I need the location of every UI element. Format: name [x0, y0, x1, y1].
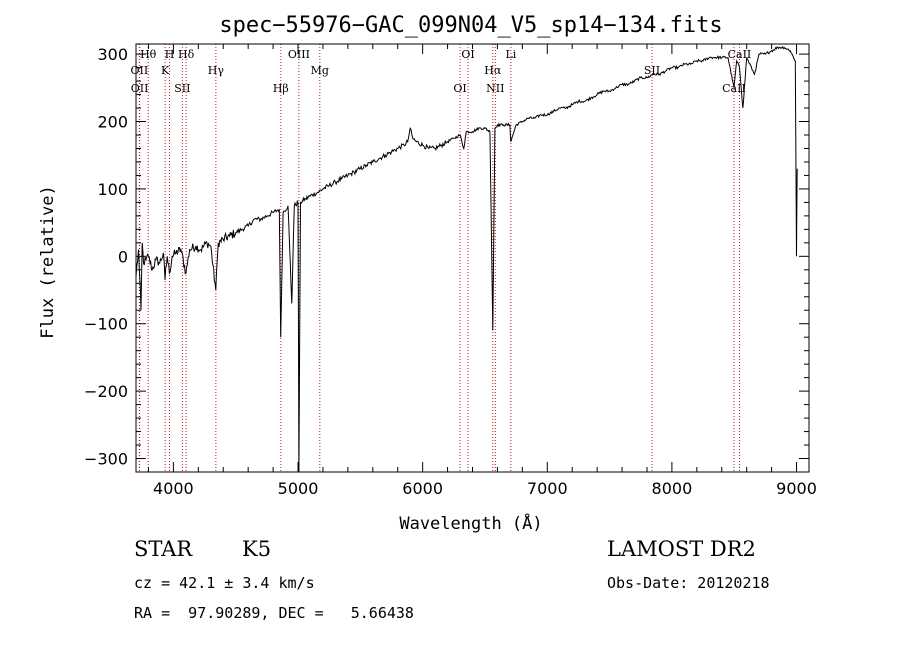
- spectral-line-label: H: [165, 48, 175, 61]
- y-tick-label: 100: [97, 180, 128, 199]
- y-tick-label: −200: [84, 382, 128, 401]
- observation-date: Obs-Date: 20120218: [607, 574, 770, 592]
- ra-dec-coordinates: RA = 97.90289, DEC = 5.66438: [134, 604, 414, 622]
- spectral-line-label: Mg: [311, 64, 329, 77]
- x-tick-label: 6000: [402, 479, 443, 498]
- spectral-line-label: Hγ: [208, 64, 225, 77]
- spectral-line-label: OI: [453, 82, 466, 95]
- y-tick-label: −300: [84, 450, 128, 469]
- survey-name: LAMOST DR2: [607, 537, 756, 561]
- spectral-line-label: NII: [486, 82, 504, 95]
- object-class: STAR: [134, 537, 193, 561]
- x-axis-label: Wavelength (Å): [399, 512, 542, 534]
- spectral-line-label: Hθ: [140, 48, 157, 61]
- spectral-line-label: OI: [461, 48, 474, 61]
- x-tick-label: 5000: [278, 479, 319, 498]
- y-tick-label: 0: [118, 247, 128, 266]
- spectral-line-label: OII: [131, 82, 149, 95]
- y-axis-label: Flux (relative): [38, 185, 58, 339]
- spectral-line-label: Li: [505, 48, 516, 61]
- spectral-line-label: Hβ: [273, 82, 289, 95]
- spectral-line-label: OII: [131, 64, 149, 77]
- spectral-line-label: OIII: [288, 48, 310, 61]
- chart-title: spec−55976−GAC_099N04_V5_sp14−134.fits: [219, 13, 722, 38]
- spectral-line-label: Hα: [484, 64, 502, 77]
- y-tick-label: 200: [97, 113, 128, 132]
- spectral-line-label: CaII: [728, 48, 752, 61]
- plot-frame: [135, 43, 810, 473]
- spectral-line-label: K: [161, 64, 170, 77]
- y-tick-label: 300: [97, 45, 128, 64]
- x-tick-label: 7000: [527, 479, 568, 498]
- spectral-line-label: SII: [644, 64, 660, 77]
- series-layer: [135, 45, 798, 473]
- object-subclass: K5: [242, 537, 272, 561]
- axis-ticks: 4000 5000 6000 7000 8000 9000 −300 −200 −100 0 100…: [84, 44, 817, 498]
- x-tick-label: 9000: [776, 479, 817, 498]
- spectrum-series-line: [135, 45, 798, 473]
- spectral-line-label: Hδ: [178, 48, 195, 61]
- x-tick-label: 8000: [652, 479, 693, 498]
- y-tick-label: −100: [84, 315, 128, 334]
- x-tick-label: 4000: [153, 479, 194, 498]
- redshift-cz: cz = 42.1 ± 3.4 km/s: [134, 574, 315, 592]
- spectral-line-label: SII: [174, 82, 190, 95]
- spectral-line-label: CaII: [722, 82, 746, 95]
